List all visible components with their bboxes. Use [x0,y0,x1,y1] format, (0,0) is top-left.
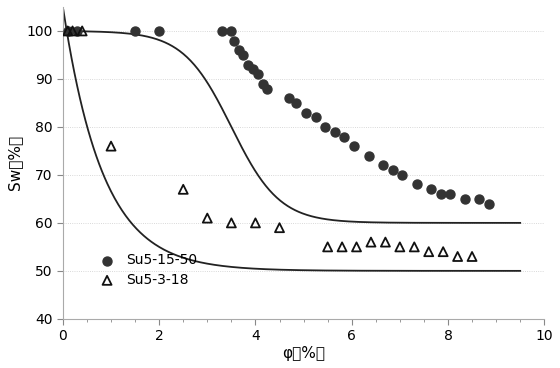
Su5-3-18 [275,225,284,231]
Su5-3-18 [468,254,477,259]
Y-axis label: Sw（%）: Sw（%） [7,135,22,191]
Su5-15-50 [229,38,238,43]
Su5-3-18 [106,143,115,149]
Su5-15-50 [63,28,72,34]
Su5-3-18 [410,244,419,250]
Su5-3-18 [453,254,462,259]
Su5-3-18 [323,244,332,250]
Su5-15-50 [475,196,484,202]
Su5-15-50 [330,129,339,135]
Su5-15-50 [446,191,455,197]
Su5-15-50 [284,95,293,101]
X-axis label: φ（%）: φ（%） [282,346,325,361]
Su5-15-50 [301,110,310,116]
Su5-15-50 [227,28,236,34]
Su5-15-50 [349,143,358,149]
Su5-15-50 [388,167,397,173]
Su5-15-50 [253,71,262,77]
Su5-15-50 [263,86,272,92]
Su5-15-50 [364,153,373,159]
Su5-3-18 [78,28,87,34]
Su5-15-50 [244,61,253,67]
Su5-15-50 [258,81,267,87]
Su5-15-50 [239,52,248,58]
Su5-15-50 [249,66,258,72]
Su5-15-50 [460,196,469,202]
Su5-3-18 [203,215,212,221]
Su5-15-50 [379,162,388,168]
Su5-15-50 [321,124,330,130]
Su5-15-50 [427,186,436,192]
Su5-3-18 [381,239,390,245]
Su5-15-50 [292,100,301,106]
Su5-3-18 [352,244,361,250]
Su5-15-50 [130,28,139,34]
Su5-15-50 [340,134,349,139]
Su5-3-18 [227,220,236,226]
Su5-3-18 [68,28,77,34]
Su5-3-18 [395,244,404,250]
Su5-3-18 [338,244,347,250]
Su5-3-18 [63,28,72,34]
Su5-15-50 [398,172,407,178]
Su5-3-18 [251,220,260,226]
Su5-3-18 [179,186,188,192]
Su5-15-50 [311,114,320,120]
Su5-3-18 [366,239,375,245]
Su5-15-50 [436,191,445,197]
Su5-15-50 [412,181,421,187]
Su5-3-18 [424,249,433,255]
Su5-15-50 [484,201,493,207]
Su5-15-50 [234,47,243,53]
Su5-3-18 [438,249,447,255]
Legend: Su5-15-50, Su5-3-18: Su5-15-50, Su5-3-18 [99,254,198,287]
Su5-15-50 [155,28,164,34]
Su5-15-50 [73,28,82,34]
Su5-15-50 [217,28,226,34]
